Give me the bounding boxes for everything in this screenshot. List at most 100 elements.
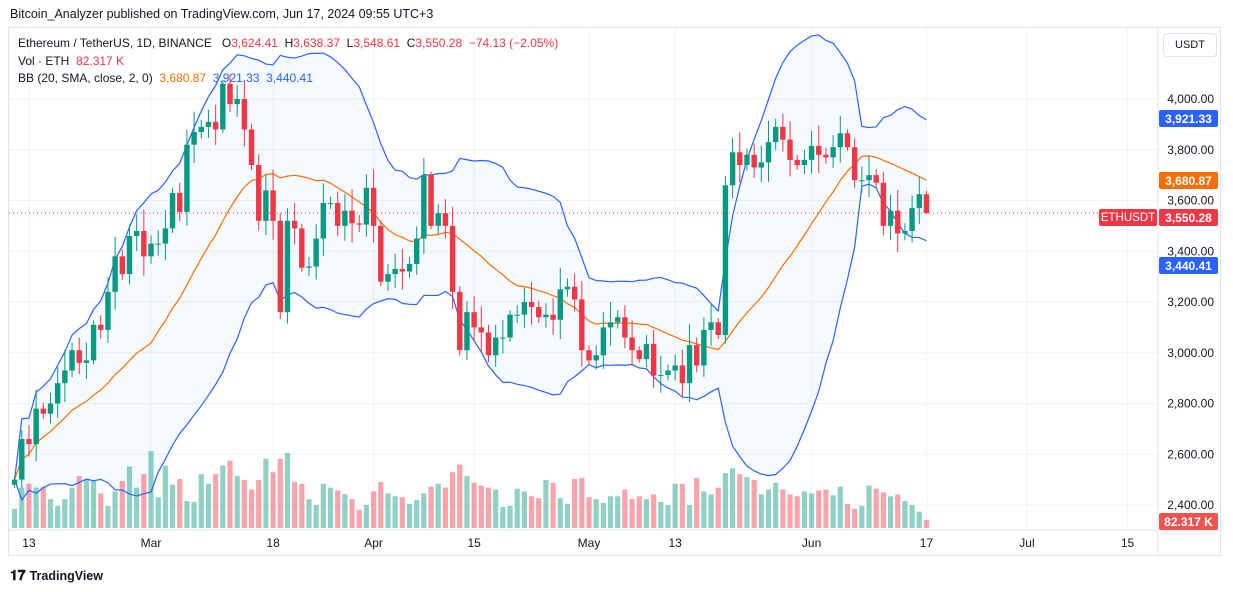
candle-body [650,343,657,376]
volume-bar [607,496,614,528]
volume-bar [866,485,872,528]
candle [708,304,714,346]
candle [600,312,607,369]
candle [126,224,133,285]
currency-button[interactable]: USDT [1163,33,1217,57]
volume-bar [701,491,707,528]
volume-bar [715,487,721,528]
volume-bar [629,499,635,528]
candle [729,137,736,199]
candle-body [148,243,154,257]
candle [349,189,355,243]
candle [141,209,147,276]
volume-bar [550,482,556,528]
candle-body [241,99,248,130]
volume-bar [694,478,700,528]
candle [169,187,176,233]
candle [816,125,822,174]
candle [198,119,204,139]
volume-label[interactable]: Vol · ETH [18,53,70,68]
candle [615,310,621,329]
candle [622,305,628,349]
candle [866,156,872,198]
candle-body [600,327,607,356]
candle-body [90,324,97,361]
candle [133,214,140,251]
volume-bar [155,497,161,528]
tradingview-logo-text: TradingView [29,568,103,583]
candle-body [679,365,686,384]
candle [830,135,836,169]
candle-body [62,370,68,384]
volume-bar [292,481,298,528]
candle [69,342,75,378]
candle [672,354,678,381]
volume-bar [98,493,104,528]
candle-body [665,370,671,376]
volume-bar [184,501,190,528]
change-value: −74.13 (−2.05%) [468,36,559,50]
volume-bar [126,466,133,528]
candle-body [866,175,872,181]
symbol-title[interactable]: Ethereum / TetherUS, 1D, BINANCE [18,36,212,50]
candle-body [442,213,449,226]
high-label: H [284,36,294,50]
candle-body [916,194,922,209]
candle-body [421,175,427,239]
candle [385,263,391,291]
candle [686,324,693,403]
candle [679,349,686,398]
candle [880,171,887,236]
volume-bar [435,483,441,528]
candle-body [500,337,506,339]
tradingview-logo[interactable]: 𝟏𝟕 TradingView [10,567,103,584]
candle [421,157,427,254]
candle-body [119,256,125,275]
candle-body [349,210,355,224]
y-tick-label: 2,600.00 [1167,447,1214,461]
last-price-tag: 3,550.28 [1159,209,1218,226]
bb-basis-tag: 3,680.87 [1159,172,1218,189]
candle-body [758,162,765,168]
candle-body [478,327,484,333]
volume-bar [119,480,125,528]
open-value: 3,624.41 [231,36,278,50]
bb-label[interactable]: BB (20, SMA, close, 2, 0) [18,71,153,85]
bb-lower-tag: 3,440.41 [1159,257,1218,274]
candle-body [615,317,621,323]
candle-body [284,220,291,313]
volume-bar [421,493,427,528]
candle-body [851,147,858,181]
candle-body [492,337,499,356]
candle [33,389,39,462]
candle [40,402,47,419]
volume-bar [773,482,779,528]
candle [916,176,922,225]
candle-body [155,243,161,245]
candle [277,213,283,320]
volume-bar [69,487,75,528]
candle [902,223,908,241]
candle [248,123,255,171]
candle-body [98,324,104,330]
x-tick-label: 15 [467,536,481,550]
candle-body [715,322,721,335]
candle-body [816,145,822,155]
x-tick-label: 15 [1121,536,1135,550]
candle [457,286,463,356]
candle [291,203,298,245]
volume-bar [787,494,793,528]
candle [579,281,585,367]
candle [83,342,90,379]
y-tick-label: 3,000.00 [1167,346,1214,360]
candle [284,208,291,324]
candle [500,319,506,354]
candle [571,273,578,312]
candle [701,317,707,377]
candle-body [471,312,477,328]
candle-body [40,408,47,414]
candle-body [643,343,650,360]
candle-body [543,314,549,318]
candle [528,282,535,325]
